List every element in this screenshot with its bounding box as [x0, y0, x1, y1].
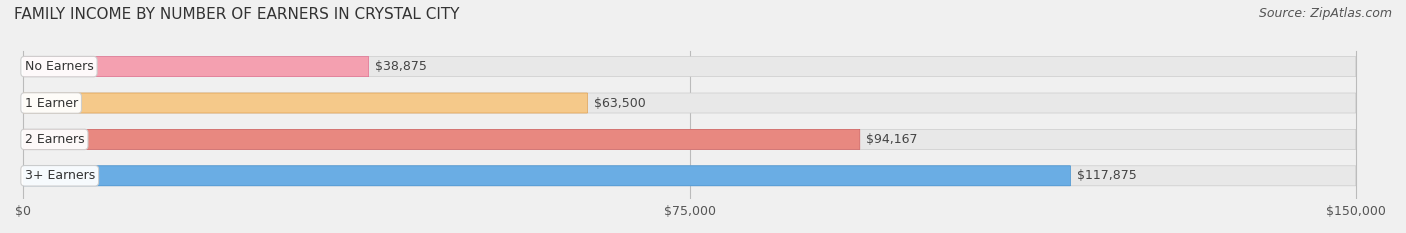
FancyBboxPatch shape [24, 93, 1355, 113]
Text: No Earners: No Earners [24, 60, 93, 73]
FancyBboxPatch shape [24, 129, 1355, 149]
FancyBboxPatch shape [24, 93, 588, 113]
FancyBboxPatch shape [24, 129, 860, 149]
Text: $117,875: $117,875 [1077, 169, 1137, 182]
Text: FAMILY INCOME BY NUMBER OF EARNERS IN CRYSTAL CITY: FAMILY INCOME BY NUMBER OF EARNERS IN CR… [14, 7, 460, 22]
Text: 2 Earners: 2 Earners [24, 133, 84, 146]
Text: 3+ Earners: 3+ Earners [24, 169, 94, 182]
FancyBboxPatch shape [24, 57, 368, 77]
FancyBboxPatch shape [24, 57, 1355, 77]
FancyBboxPatch shape [24, 166, 1355, 186]
Text: Source: ZipAtlas.com: Source: ZipAtlas.com [1258, 7, 1392, 20]
Text: $94,167: $94,167 [866, 133, 918, 146]
FancyBboxPatch shape [24, 166, 1070, 186]
Text: $38,875: $38,875 [375, 60, 427, 73]
Text: 1 Earner: 1 Earner [24, 96, 77, 110]
Text: $63,500: $63,500 [593, 96, 645, 110]
